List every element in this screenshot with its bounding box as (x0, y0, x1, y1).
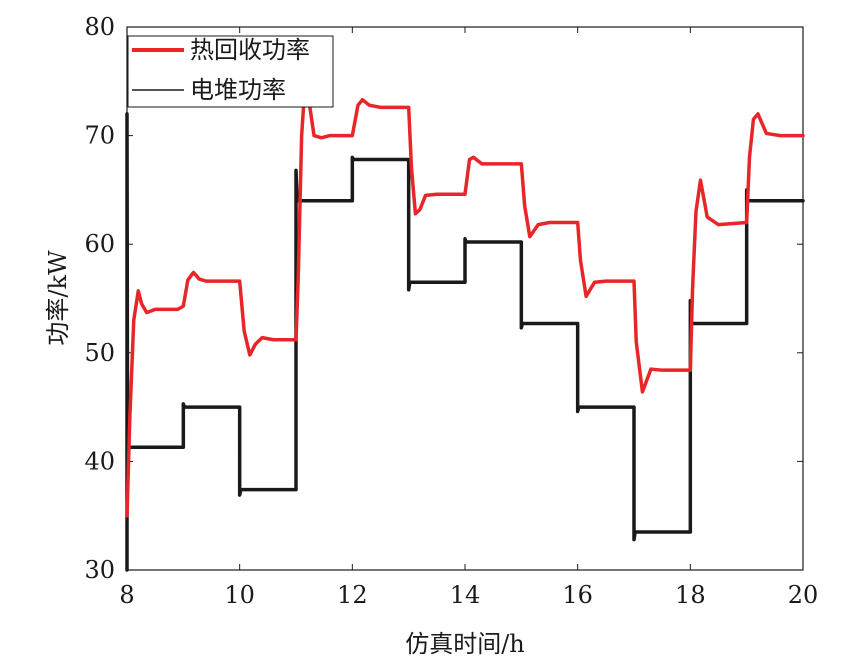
y-tick-label: 30 (84, 556, 115, 584)
x-tick-label: 14 (450, 581, 481, 609)
legend-label-stack: 电堆功率 (190, 76, 286, 104)
x-tick-label: 20 (788, 581, 819, 609)
y-tick-label: 80 (84, 13, 115, 41)
y-axis-title: 功率/kW (44, 250, 72, 346)
series-layer (125, 74, 805, 572)
y-tick-label: 60 (84, 230, 115, 258)
x-tick-label: 10 (224, 581, 255, 609)
x-tick-label: 8 (119, 581, 134, 609)
y-tick-label: 40 (84, 447, 115, 475)
y-tick-label: 70 (84, 122, 115, 150)
series-line-stack-power (125, 112, 805, 572)
x-tick-label: 16 (562, 581, 593, 609)
x-tick-label: 12 (337, 581, 368, 609)
y-axis-ticks: 30 40 50 60 70 80 (84, 13, 803, 584)
legend: 热回收功率 电堆功率 (127, 35, 334, 108)
x-axis-title: 仿真时间/h (405, 630, 525, 658)
legend-box (127, 35, 334, 108)
legend-label-heat: 热回收功率 (190, 36, 310, 64)
plot-area (126, 26, 804, 571)
y-tick-label: 50 (84, 339, 115, 367)
x-tick-label: 18 (675, 581, 706, 609)
series-line-heat-recovery (125, 74, 805, 518)
x-axis-ticks: 8 10 12 14 16 18 20 (119, 27, 818, 609)
